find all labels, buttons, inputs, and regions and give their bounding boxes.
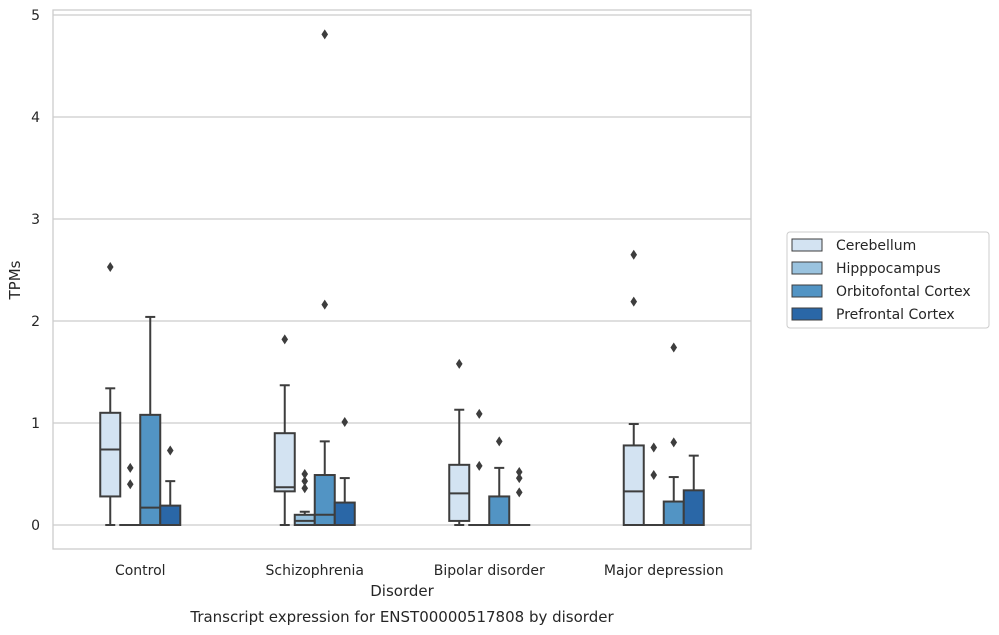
x-tick-label: Bipolar disorder	[434, 563, 545, 579]
box-plot	[139, 315, 162, 526]
outlier-point	[126, 479, 134, 490]
x-tick-labels: Control Schizophrenia Bipolar disorder Majo…	[115, 563, 724, 579]
outlier-point	[650, 442, 658, 453]
box-plot	[488, 436, 511, 527]
box	[99, 411, 122, 498]
box-plot	[448, 358, 471, 526]
outlier-point	[670, 342, 678, 353]
box-plot	[333, 416, 356, 526]
x-tick-label: Schizophrenia	[266, 563, 364, 579]
legend-label: Hipppocampus	[836, 261, 941, 277]
outlier-point	[515, 473, 523, 484]
outlier-point	[321, 299, 329, 310]
x-tick-label: Control	[115, 563, 166, 579]
y-tick-label: 2	[31, 314, 40, 330]
outlier-point	[321, 29, 329, 40]
box	[293, 513, 316, 526]
outlier-point	[475, 408, 483, 419]
box-plot	[99, 261, 122, 526]
box	[333, 501, 356, 526]
outlier-point	[670, 437, 678, 448]
y-tick-label: 0	[31, 518, 40, 534]
box	[139, 413, 162, 526]
box	[488, 495, 511, 527]
legend-swatch	[791, 284, 823, 298]
box-plots	[99, 29, 705, 527]
box-plot	[159, 445, 182, 526]
outlier-point	[475, 460, 483, 471]
outlier-point	[455, 358, 463, 369]
plot-frame	[52, 9, 752, 550]
legend-frame	[786, 231, 990, 329]
x-axis-label: Disorder	[370, 582, 434, 600]
legend: Cerebellum Hipppocampus Orbitofontal Corte…	[786, 231, 990, 329]
box	[622, 444, 645, 526]
legend-label: Orbitofontal Cortex	[836, 284, 971, 300]
outlier-point	[650, 470, 658, 481]
y-tick-label: 5	[31, 8, 40, 24]
outlier-point	[630, 249, 638, 260]
legend-label: Prefrontal Cortex	[836, 307, 955, 323]
legend-label: Cerebellum	[836, 238, 916, 254]
box-plot	[273, 334, 296, 526]
box	[273, 432, 296, 493]
box	[662, 500, 685, 527]
box-plot	[662, 342, 685, 527]
chart-title: Transcript expression for ENST0000051780…	[189, 608, 614, 626]
box-plot	[293, 469, 316, 526]
legend-swatch	[791, 307, 823, 321]
outlier-point	[106, 261, 114, 272]
outlier-point	[301, 476, 309, 487]
box	[313, 474, 336, 526]
outlier-point	[515, 466, 523, 477]
y-tick-label: 1	[31, 416, 40, 432]
outlier-point	[281, 334, 289, 345]
outlier-point	[301, 469, 309, 479]
box-plot	[642, 442, 665, 527]
y-axis-label: TPMs	[6, 260, 24, 300]
x-tick-label: Major depression	[604, 563, 724, 579]
outlier-point	[341, 416, 349, 427]
box-plot	[119, 462, 142, 527]
box-plot	[622, 249, 645, 526]
legend-swatch	[791, 238, 823, 252]
outlier-point	[630, 296, 638, 307]
outlier-point	[301, 483, 309, 494]
outlier-point	[166, 445, 174, 456]
box-plot	[313, 29, 336, 526]
box-plot	[682, 454, 705, 527]
box	[159, 504, 182, 526]
y-tick-labels: 0 1 2 3 4 5	[31, 8, 40, 534]
y-tick-label: 4	[31, 110, 40, 126]
outlier-point	[515, 487, 523, 498]
y-tick-label: 3	[31, 212, 40, 228]
legend-swatch	[791, 261, 823, 275]
box-plot	[508, 466, 531, 527]
outlier-point	[126, 462, 134, 473]
box-plot	[468, 408, 491, 527]
outlier-point	[495, 436, 503, 447]
box	[682, 489, 705, 527]
